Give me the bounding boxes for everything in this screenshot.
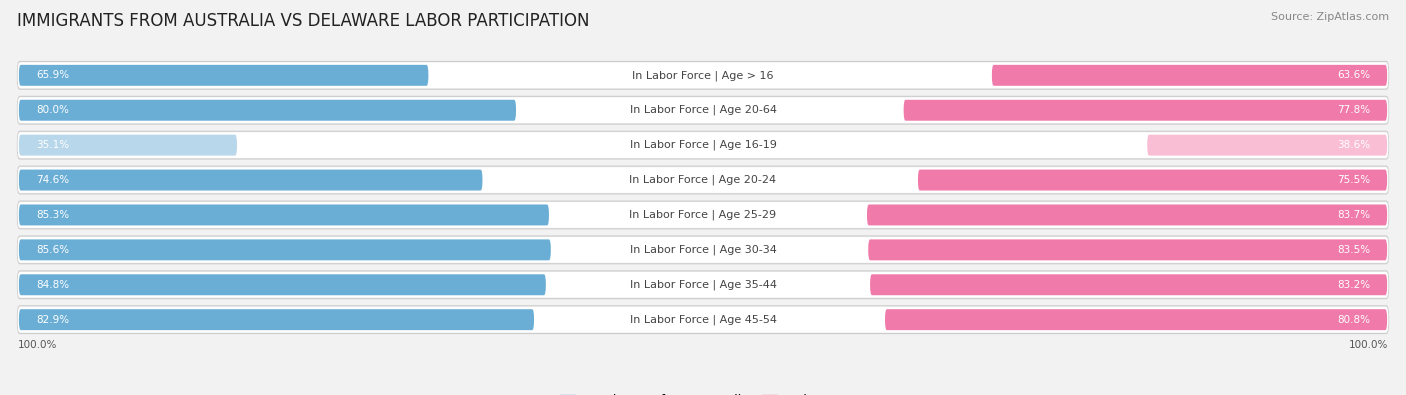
FancyBboxPatch shape: [18, 237, 1388, 263]
FancyBboxPatch shape: [18, 239, 551, 260]
FancyBboxPatch shape: [18, 205, 548, 226]
FancyBboxPatch shape: [18, 98, 1388, 123]
Text: 35.1%: 35.1%: [37, 140, 69, 150]
FancyBboxPatch shape: [18, 62, 1388, 88]
FancyBboxPatch shape: [18, 274, 546, 295]
Text: In Labor Force | Age > 16: In Labor Force | Age > 16: [633, 70, 773, 81]
FancyBboxPatch shape: [991, 65, 1388, 86]
FancyBboxPatch shape: [18, 272, 1388, 297]
Text: 85.3%: 85.3%: [37, 210, 69, 220]
FancyBboxPatch shape: [17, 131, 1389, 159]
Legend: Immigrants from Australia, Delaware: Immigrants from Australia, Delaware: [560, 394, 846, 395]
FancyBboxPatch shape: [870, 274, 1388, 295]
FancyBboxPatch shape: [868, 205, 1388, 226]
FancyBboxPatch shape: [18, 100, 516, 121]
Text: 74.6%: 74.6%: [37, 175, 69, 185]
Text: In Labor Force | Age 25-29: In Labor Force | Age 25-29: [630, 210, 776, 220]
Text: 80.0%: 80.0%: [37, 105, 69, 115]
Text: 80.8%: 80.8%: [1337, 315, 1369, 325]
Text: In Labor Force | Age 35-44: In Labor Force | Age 35-44: [630, 280, 776, 290]
FancyBboxPatch shape: [918, 169, 1388, 190]
Text: 100.0%: 100.0%: [17, 340, 56, 350]
FancyBboxPatch shape: [18, 65, 429, 86]
Text: 83.2%: 83.2%: [1337, 280, 1369, 290]
Text: In Labor Force | Age 30-34: In Labor Force | Age 30-34: [630, 245, 776, 255]
FancyBboxPatch shape: [17, 96, 1389, 124]
Text: 85.6%: 85.6%: [37, 245, 69, 255]
Text: 82.9%: 82.9%: [37, 315, 69, 325]
FancyBboxPatch shape: [18, 307, 1388, 333]
FancyBboxPatch shape: [18, 202, 1388, 228]
FancyBboxPatch shape: [17, 201, 1389, 229]
Text: IMMIGRANTS FROM AUSTRALIA VS DELAWARE LABOR PARTICIPATION: IMMIGRANTS FROM AUSTRALIA VS DELAWARE LA…: [17, 12, 589, 30]
FancyBboxPatch shape: [17, 236, 1389, 264]
FancyBboxPatch shape: [17, 62, 1389, 89]
FancyBboxPatch shape: [1147, 135, 1388, 156]
Text: In Labor Force | Age 20-24: In Labor Force | Age 20-24: [630, 175, 776, 185]
FancyBboxPatch shape: [17, 166, 1389, 194]
FancyBboxPatch shape: [18, 169, 482, 190]
FancyBboxPatch shape: [17, 306, 1389, 333]
Text: 65.9%: 65.9%: [37, 70, 69, 80]
FancyBboxPatch shape: [18, 167, 1388, 193]
FancyBboxPatch shape: [884, 309, 1388, 330]
Text: 63.6%: 63.6%: [1337, 70, 1369, 80]
Text: In Labor Force | Age 16-19: In Labor Force | Age 16-19: [630, 140, 776, 150]
Text: 84.8%: 84.8%: [37, 280, 69, 290]
Text: 83.5%: 83.5%: [1337, 245, 1369, 255]
FancyBboxPatch shape: [904, 100, 1388, 121]
Text: 38.6%: 38.6%: [1337, 140, 1369, 150]
Text: 77.8%: 77.8%: [1337, 105, 1369, 115]
Text: 75.5%: 75.5%: [1337, 175, 1369, 185]
FancyBboxPatch shape: [18, 132, 1388, 158]
Text: Source: ZipAtlas.com: Source: ZipAtlas.com: [1271, 12, 1389, 22]
Text: In Labor Force | Age 20-64: In Labor Force | Age 20-64: [630, 105, 776, 115]
Text: 100.0%: 100.0%: [1350, 340, 1389, 350]
FancyBboxPatch shape: [869, 239, 1388, 260]
Text: In Labor Force | Age 45-54: In Labor Force | Age 45-54: [630, 314, 776, 325]
FancyBboxPatch shape: [17, 271, 1389, 299]
Text: 83.7%: 83.7%: [1337, 210, 1369, 220]
FancyBboxPatch shape: [18, 135, 238, 156]
FancyBboxPatch shape: [18, 309, 534, 330]
